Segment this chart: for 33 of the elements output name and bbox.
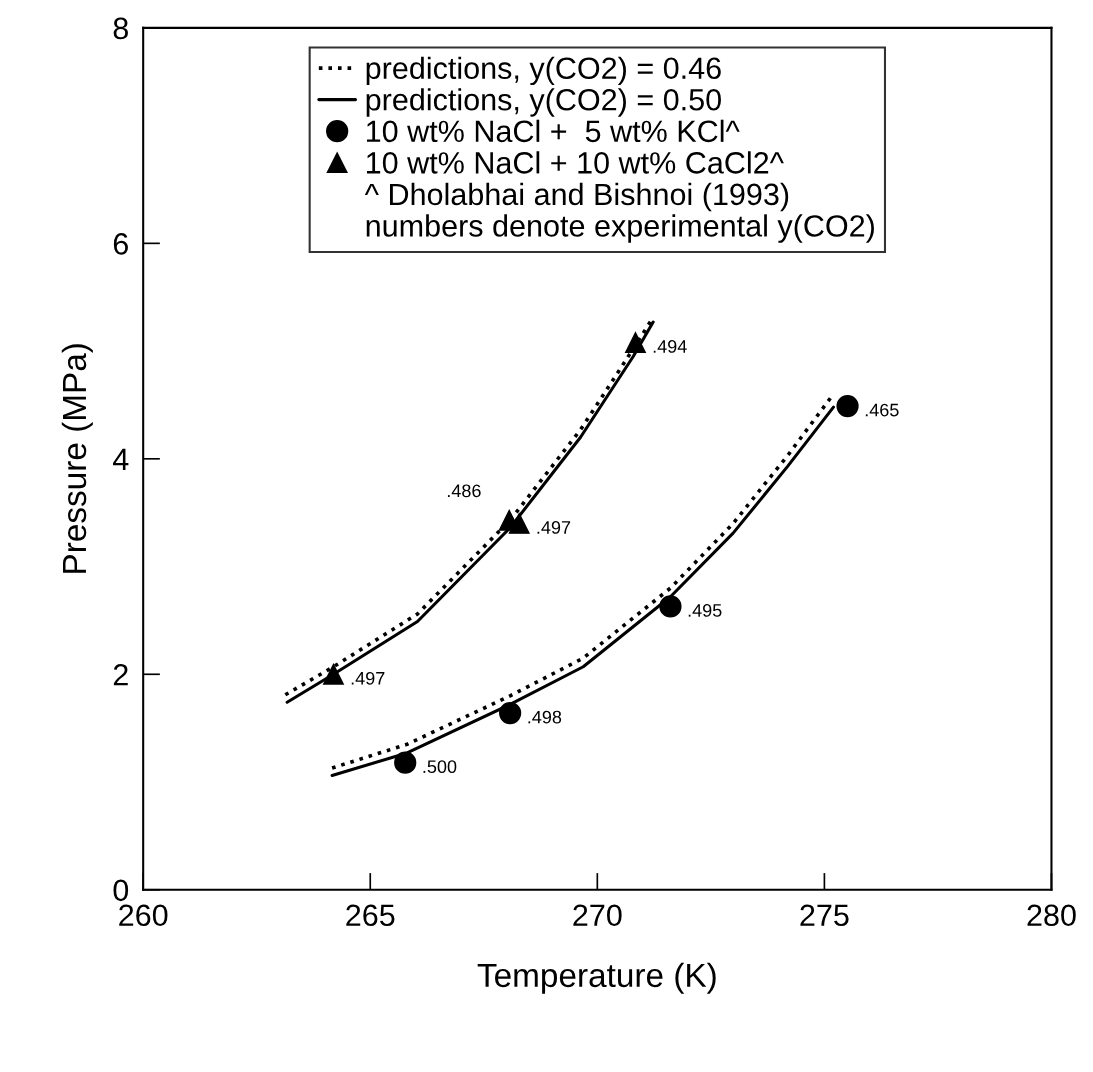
- y-tick-label: 6: [113, 233, 128, 255]
- annotation: numbers denote experimental y(CO2): [366, 214, 874, 243]
- y-tick-label: 4: [113, 448, 129, 470]
- legend-label: 10 wt% NaCl + 5 wt% KCl^: [366, 119, 740, 143]
- annotation: .486: [447, 484, 481, 498]
- annotation: .497: [537, 521, 571, 534]
- annotation: .500: [423, 760, 457, 774]
- x-tick-label: 260: [119, 904, 168, 927]
- annotation: .498: [528, 710, 562, 724]
- annotation: .497: [351, 671, 385, 685]
- y-axis-title: Pressure (MPa): [61, 344, 93, 573]
- point: [323, 663, 344, 685]
- point: [508, 513, 530, 534]
- annotation: .465: [865, 403, 899, 417]
- y-tick-label: 8: [113, 17, 128, 40]
- annotation: .494: [653, 340, 687, 353]
- y-tick-label: 2: [113, 664, 128, 686]
- y-tick-label: 0: [113, 879, 129, 902]
- point: [836, 394, 859, 418]
- annotation: .495: [688, 604, 722, 617]
- x-tick-label: 280: [1027, 904, 1076, 927]
- point: [659, 595, 682, 618]
- legend-label: predictions, y(CO2) = 0.46: [366, 56, 721, 86]
- point: [625, 332, 646, 353]
- x-tick-label: 270: [573, 904, 622, 927]
- legend-label: predictions, y(CO2) = 0.50: [366, 88, 721, 117]
- x-tick-label: 275: [800, 904, 849, 927]
- legend-label: 10 wt% NaCl + 10 wt% CaCl2^: [366, 151, 784, 174]
- point: [499, 701, 522, 725]
- x-tick-label: 265: [346, 904, 395, 927]
- point: [394, 751, 417, 774]
- annotation: ^ Dholabhai and Bishnoi (1993): [364, 182, 789, 212]
- x-axis-title: Temperature (K): [477, 962, 716, 994]
